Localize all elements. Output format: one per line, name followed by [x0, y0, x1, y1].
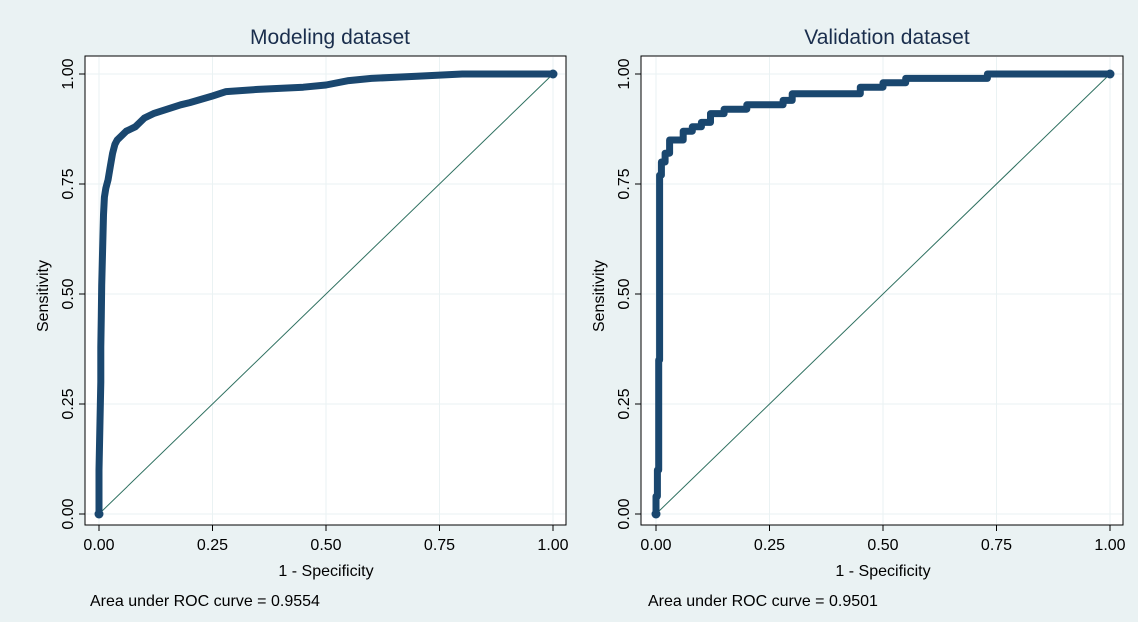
x-axis-title: 1 - Specificity	[835, 563, 930, 580]
x-tick-label: 0.00	[83, 537, 114, 554]
y-tick-label: 0.50	[616, 278, 633, 309]
roc-origin-marker	[94, 509, 104, 519]
x-tick-label: 0.50	[867, 537, 898, 554]
y-axis-title: Sensitivity	[35, 260, 52, 332]
x-tick-label: 0.75	[981, 537, 1012, 554]
x-tick-label: 0.25	[754, 537, 785, 554]
reference-line	[98, 73, 554, 515]
roc-curve	[95, 70, 557, 518]
roc-curve	[652, 70, 1114, 518]
chart-svg-modeling: 0.00 0.25 0.50 0.75 1.00 0.00 0.25 0.50 0.75 1.00…	[35, 26, 569, 610]
reference-line	[655, 73, 1111, 515]
x-tick-label: 0.25	[197, 537, 228, 554]
x-tick-label: 0.50	[310, 537, 341, 554]
y-tick-label: 0.00	[60, 498, 77, 529]
y-axis-title: Sensitivity	[591, 260, 608, 332]
roc-endpoint-marker	[1105, 69, 1115, 79]
y-tick-label: 1.00	[616, 58, 633, 89]
x-tick-label: 0.75	[424, 537, 455, 554]
auc-note: Area under ROC curve = 0.9554	[90, 593, 320, 610]
y-tick-label: 0.25	[60, 388, 77, 419]
roc-origin-marker	[651, 509, 661, 519]
chart-panel-validation: 0.00 0.25 0.50 0.75 1.00 0.00 0.25 0.50 0.75 1.00…	[569, 0, 1138, 622]
chart-svg-validation: 0.00 0.25 0.50 0.75 1.00 0.00 0.25 0.50 0.75 1.00…	[591, 26, 1126, 610]
auc-note: Area under ROC curve = 0.9501	[648, 593, 878, 610]
plot-area	[640, 55, 1124, 526]
y-tick-label: 1.00	[60, 58, 77, 89]
y-tick-label: 0.75	[616, 168, 633, 199]
chart-panel-modeling: 0.00 0.25 0.50 0.75 1.00 0.00 0.25 0.50 0.75 1.00…	[0, 0, 569, 622]
chart-title: Modeling dataset	[250, 26, 410, 49]
y-tick-label: 0.75	[60, 168, 77, 199]
y-tick-label: 0.25	[616, 388, 633, 419]
roc-endpoint-marker	[548, 69, 558, 79]
y-tick-label: 0.50	[60, 278, 77, 309]
x-tick-label: 1.00	[537, 537, 568, 554]
x-tick-label: 0.00	[640, 537, 671, 554]
y-tick-label: 0.00	[616, 498, 633, 529]
x-tick-label: 1.00	[1094, 537, 1125, 554]
chart-title: Validation dataset	[804, 26, 970, 49]
x-axis-title: 1 - Specificity	[278, 563, 373, 580]
